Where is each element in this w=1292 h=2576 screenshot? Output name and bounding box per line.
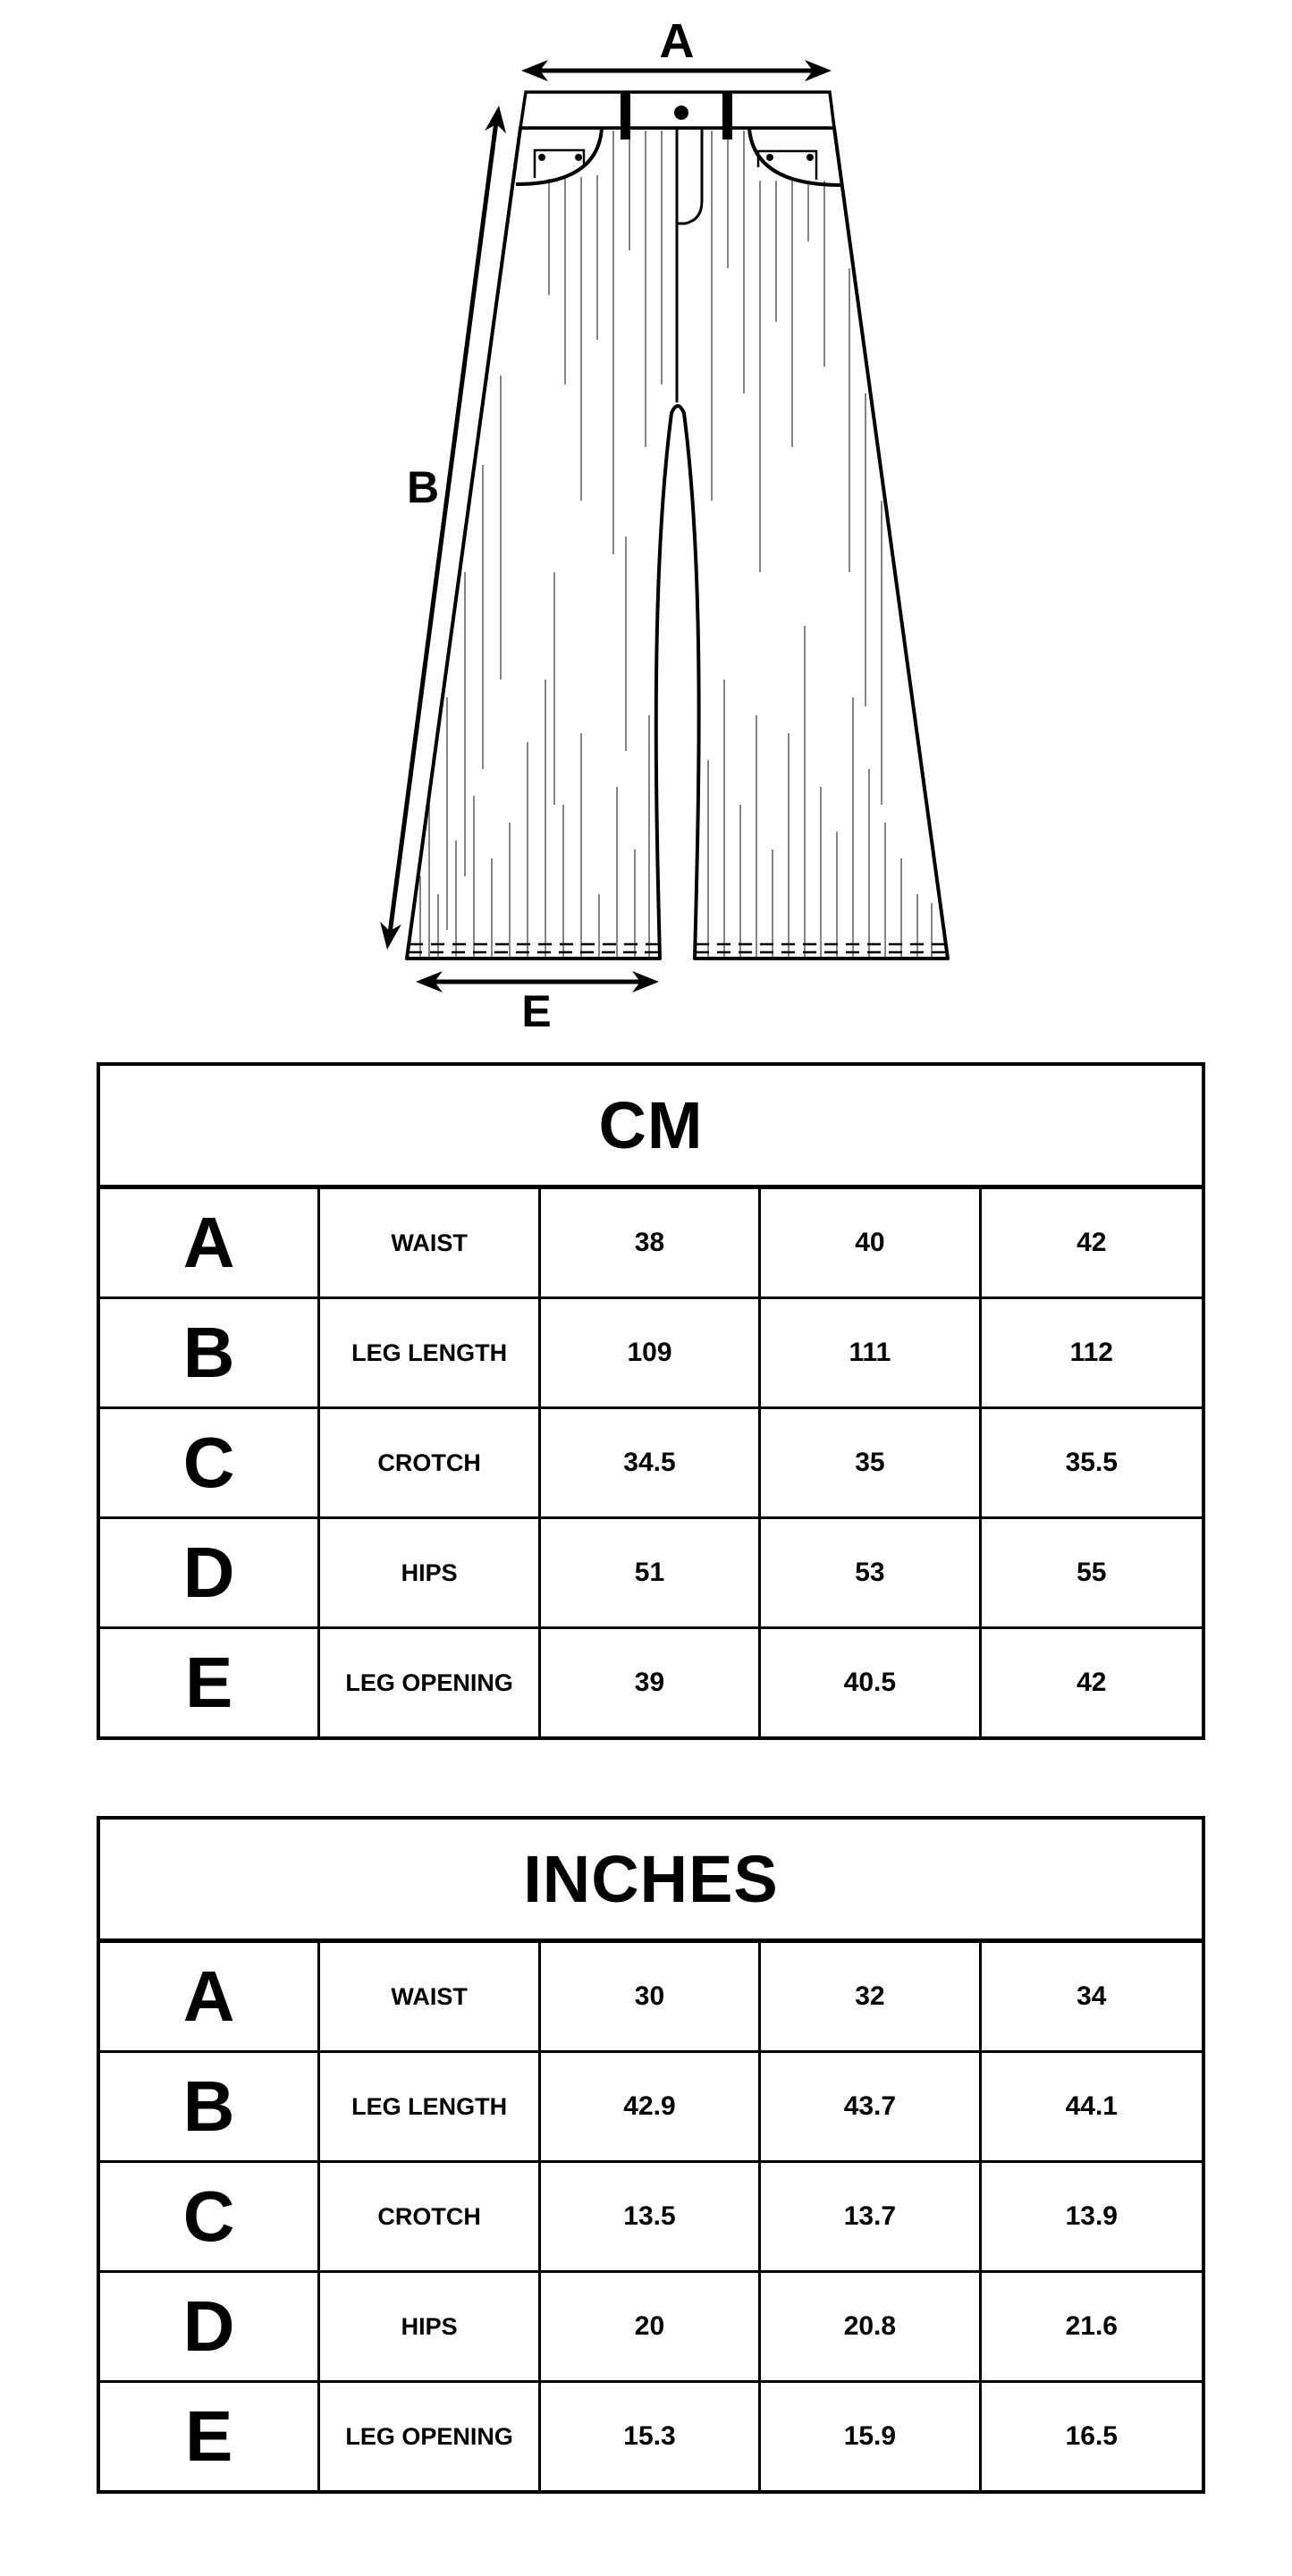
row-value: 15.9: [761, 2383, 982, 2490]
row-value: 42.9: [541, 2053, 762, 2160]
row-value: 109: [541, 1299, 762, 1406]
row-label: HIPS: [320, 1519, 541, 1626]
row-label: WAIST: [320, 1189, 541, 1296]
table-row: E LEG OPENING 15.3 15.9 16.5: [100, 2383, 1202, 2490]
row-value: 30: [541, 1943, 762, 2050]
row-letter: A: [100, 1943, 321, 2050]
row-label: LEG OPENING: [320, 1629, 541, 1736]
row-value: 38: [541, 1189, 762, 1296]
row-value: 112: [1069, 1338, 1113, 1367]
rivet-icon: [575, 154, 582, 161]
row-value: 40: [761, 1189, 982, 1296]
pocket-right: [747, 128, 841, 187]
belt-loops: [621, 92, 732, 139]
row-letter: A: [100, 1189, 321, 1296]
row-value: 21.6: [1065, 2311, 1118, 2341]
table-body: A WAIST 30 32 34 B LEG LENGTH 42.9 43.7 …: [100, 1943, 1202, 2490]
table-row: C CROTCH 34.5 35 35.5: [100, 1409, 1202, 1519]
rivet-icon: [766, 154, 773, 161]
table-row: A WAIST 30 32 34: [100, 1943, 1202, 2053]
row-letter: D: [100, 1519, 321, 1626]
size-table-cm: CM A WAIST 38 40 42 B LEG LENGTH 109 111…: [97, 1062, 1205, 1740]
row-letter: E: [100, 1629, 321, 1736]
label-leg-length-b: B: [407, 462, 439, 512]
table-body: A WAIST 38 40 42 B LEG LENGTH 109 111 11…: [100, 1189, 1202, 1736]
table-row: D HIPS 51 53 55: [100, 1519, 1202, 1629]
table-row: B LEG LENGTH 42.9 43.7 44.1: [100, 2053, 1202, 2163]
row-label: LEG LENGTH: [320, 2053, 541, 2160]
waist-button: [674, 106, 688, 120]
row-value: 13.7: [761, 2163, 982, 2270]
measure-arrow-b: [380, 106, 506, 950]
row-label: CROTCH: [320, 1409, 541, 1516]
row-value: 55: [1077, 1558, 1107, 1587]
table-row: E LEG OPENING 39 40.5 42: [100, 1629, 1202, 1736]
label-leg-opening-e: E: [521, 986, 551, 1036]
row-value: 16.5: [1065, 2421, 1118, 2451]
pants-diagram: A B E: [380, 14, 950, 1036]
table-title: INCHES: [100, 1820, 1202, 1943]
row-value: 20.8: [761, 2273, 982, 2380]
row-value: 53: [761, 1519, 982, 1626]
hem-stitching: [409, 942, 946, 954]
row-letter: C: [100, 1409, 321, 1516]
denim-hatch-lines: [419, 131, 933, 957]
measure-arrow-e: [416, 971, 659, 992]
pocket-left: [515, 128, 604, 186]
row-value: 34: [1077, 1981, 1107, 2011]
row-label: HIPS: [320, 2273, 541, 2380]
table-row: B LEG LENGTH 109 111 112: [100, 1299, 1202, 1409]
row-value: 42: [1077, 1668, 1107, 1697]
row-value: 44.1: [1065, 2091, 1118, 2121]
row-label: LEG LENGTH: [320, 1299, 541, 1406]
row-value: 13.9: [1065, 2201, 1118, 2231]
row-value: 32: [761, 1943, 982, 2050]
fly-stitch: [678, 128, 704, 225]
pants-outline: [405, 126, 950, 960]
row-letter: E: [100, 2383, 321, 2490]
row-letter: C: [100, 2163, 321, 2270]
measure-arrow-a: [521, 60, 832, 81]
label-waist-a: A: [660, 14, 695, 68]
row-value: 20: [541, 2273, 762, 2380]
belt-loop-right: [722, 92, 732, 139]
row-value: 43.7: [761, 2053, 982, 2160]
row-value: 13.5: [541, 2163, 762, 2270]
row-value: 15.3: [541, 2383, 762, 2490]
rivet-icon: [806, 154, 814, 161]
size-table-inches: INCHES A WAIST 30 32 34 B LEG LENGTH 42.…: [97, 1816, 1205, 2494]
table-row: A WAIST 38 40 42: [100, 1189, 1202, 1299]
rivet-icon: [538, 154, 545, 161]
row-value: 35: [761, 1409, 982, 1516]
row-value: 39: [541, 1629, 762, 1736]
row-value: 51: [541, 1519, 762, 1626]
row-value: 35.5: [1065, 1448, 1118, 1477]
table-title: CM: [100, 1066, 1202, 1189]
table-row: C CROTCH 13.5 13.7 13.9: [100, 2163, 1202, 2273]
row-label: CROTCH: [320, 2163, 541, 2270]
row-letter: D: [100, 2273, 321, 2380]
belt-loop-left: [621, 92, 630, 139]
row-label: WAIST: [320, 1943, 541, 2050]
row-value: 40.5: [761, 1629, 982, 1736]
row-letter: B: [100, 2053, 321, 2160]
row-label: LEG OPENING: [320, 2383, 541, 2490]
row-value: 42: [1077, 1228, 1107, 1257]
row-value: 34.5: [541, 1409, 762, 1516]
row-letter: B: [100, 1299, 321, 1406]
row-value: 111: [761, 1299, 982, 1406]
table-row: D HIPS 20 20.8 21.6: [100, 2273, 1202, 2383]
